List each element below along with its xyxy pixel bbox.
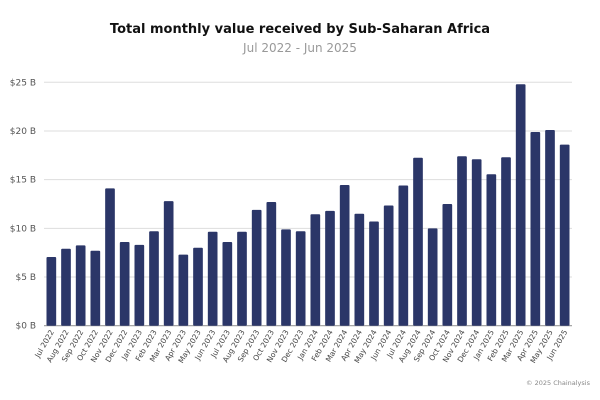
bar (339, 185, 350, 326)
bar (427, 228, 438, 326)
bar (559, 144, 570, 326)
bar (61, 248, 71, 326)
bar (471, 159, 482, 326)
bar (442, 204, 453, 326)
bar (237, 231, 247, 326)
bar (105, 188, 115, 326)
y-tick-label: $0 B (16, 322, 37, 332)
bar (207, 231, 218, 326)
bar (501, 157, 511, 326)
chart-title: Total monthly value received by Sub-Saha… (109, 22, 491, 37)
bar (383, 205, 394, 326)
bar (222, 241, 233, 326)
bar (545, 130, 555, 326)
bar (90, 250, 101, 326)
bar (134, 244, 145, 326)
bar (46, 257, 57, 326)
bar (119, 241, 130, 326)
bar (178, 254, 189, 326)
bar (281, 229, 291, 326)
bar (266, 202, 277, 326)
y-tick-label: $15 B (10, 176, 36, 186)
bar (193, 247, 203, 326)
bar (325, 210, 335, 326)
bar (149, 231, 159, 326)
chart-subtitle: Jul 2022 - Jun 2025 (243, 41, 357, 55)
y-tick-label: $10 B (10, 224, 36, 234)
bar (354, 213, 365, 326)
bar (310, 214, 321, 326)
bar (75, 245, 86, 326)
bar (530, 131, 541, 326)
bar (295, 231, 306, 326)
bar (369, 221, 379, 326)
bar (163, 201, 174, 326)
bar (457, 156, 467, 326)
bar (413, 157, 423, 326)
copyright-footer: © 2025 Chainalysis (526, 379, 590, 387)
y-tick-label: $25 B (10, 78, 36, 88)
y-tick-label: $5 B (16, 273, 37, 283)
bar (515, 84, 526, 326)
bar (486, 174, 497, 326)
y-tick-label: $20 B (10, 127, 36, 137)
bar (251, 209, 262, 326)
bar (398, 185, 409, 326)
